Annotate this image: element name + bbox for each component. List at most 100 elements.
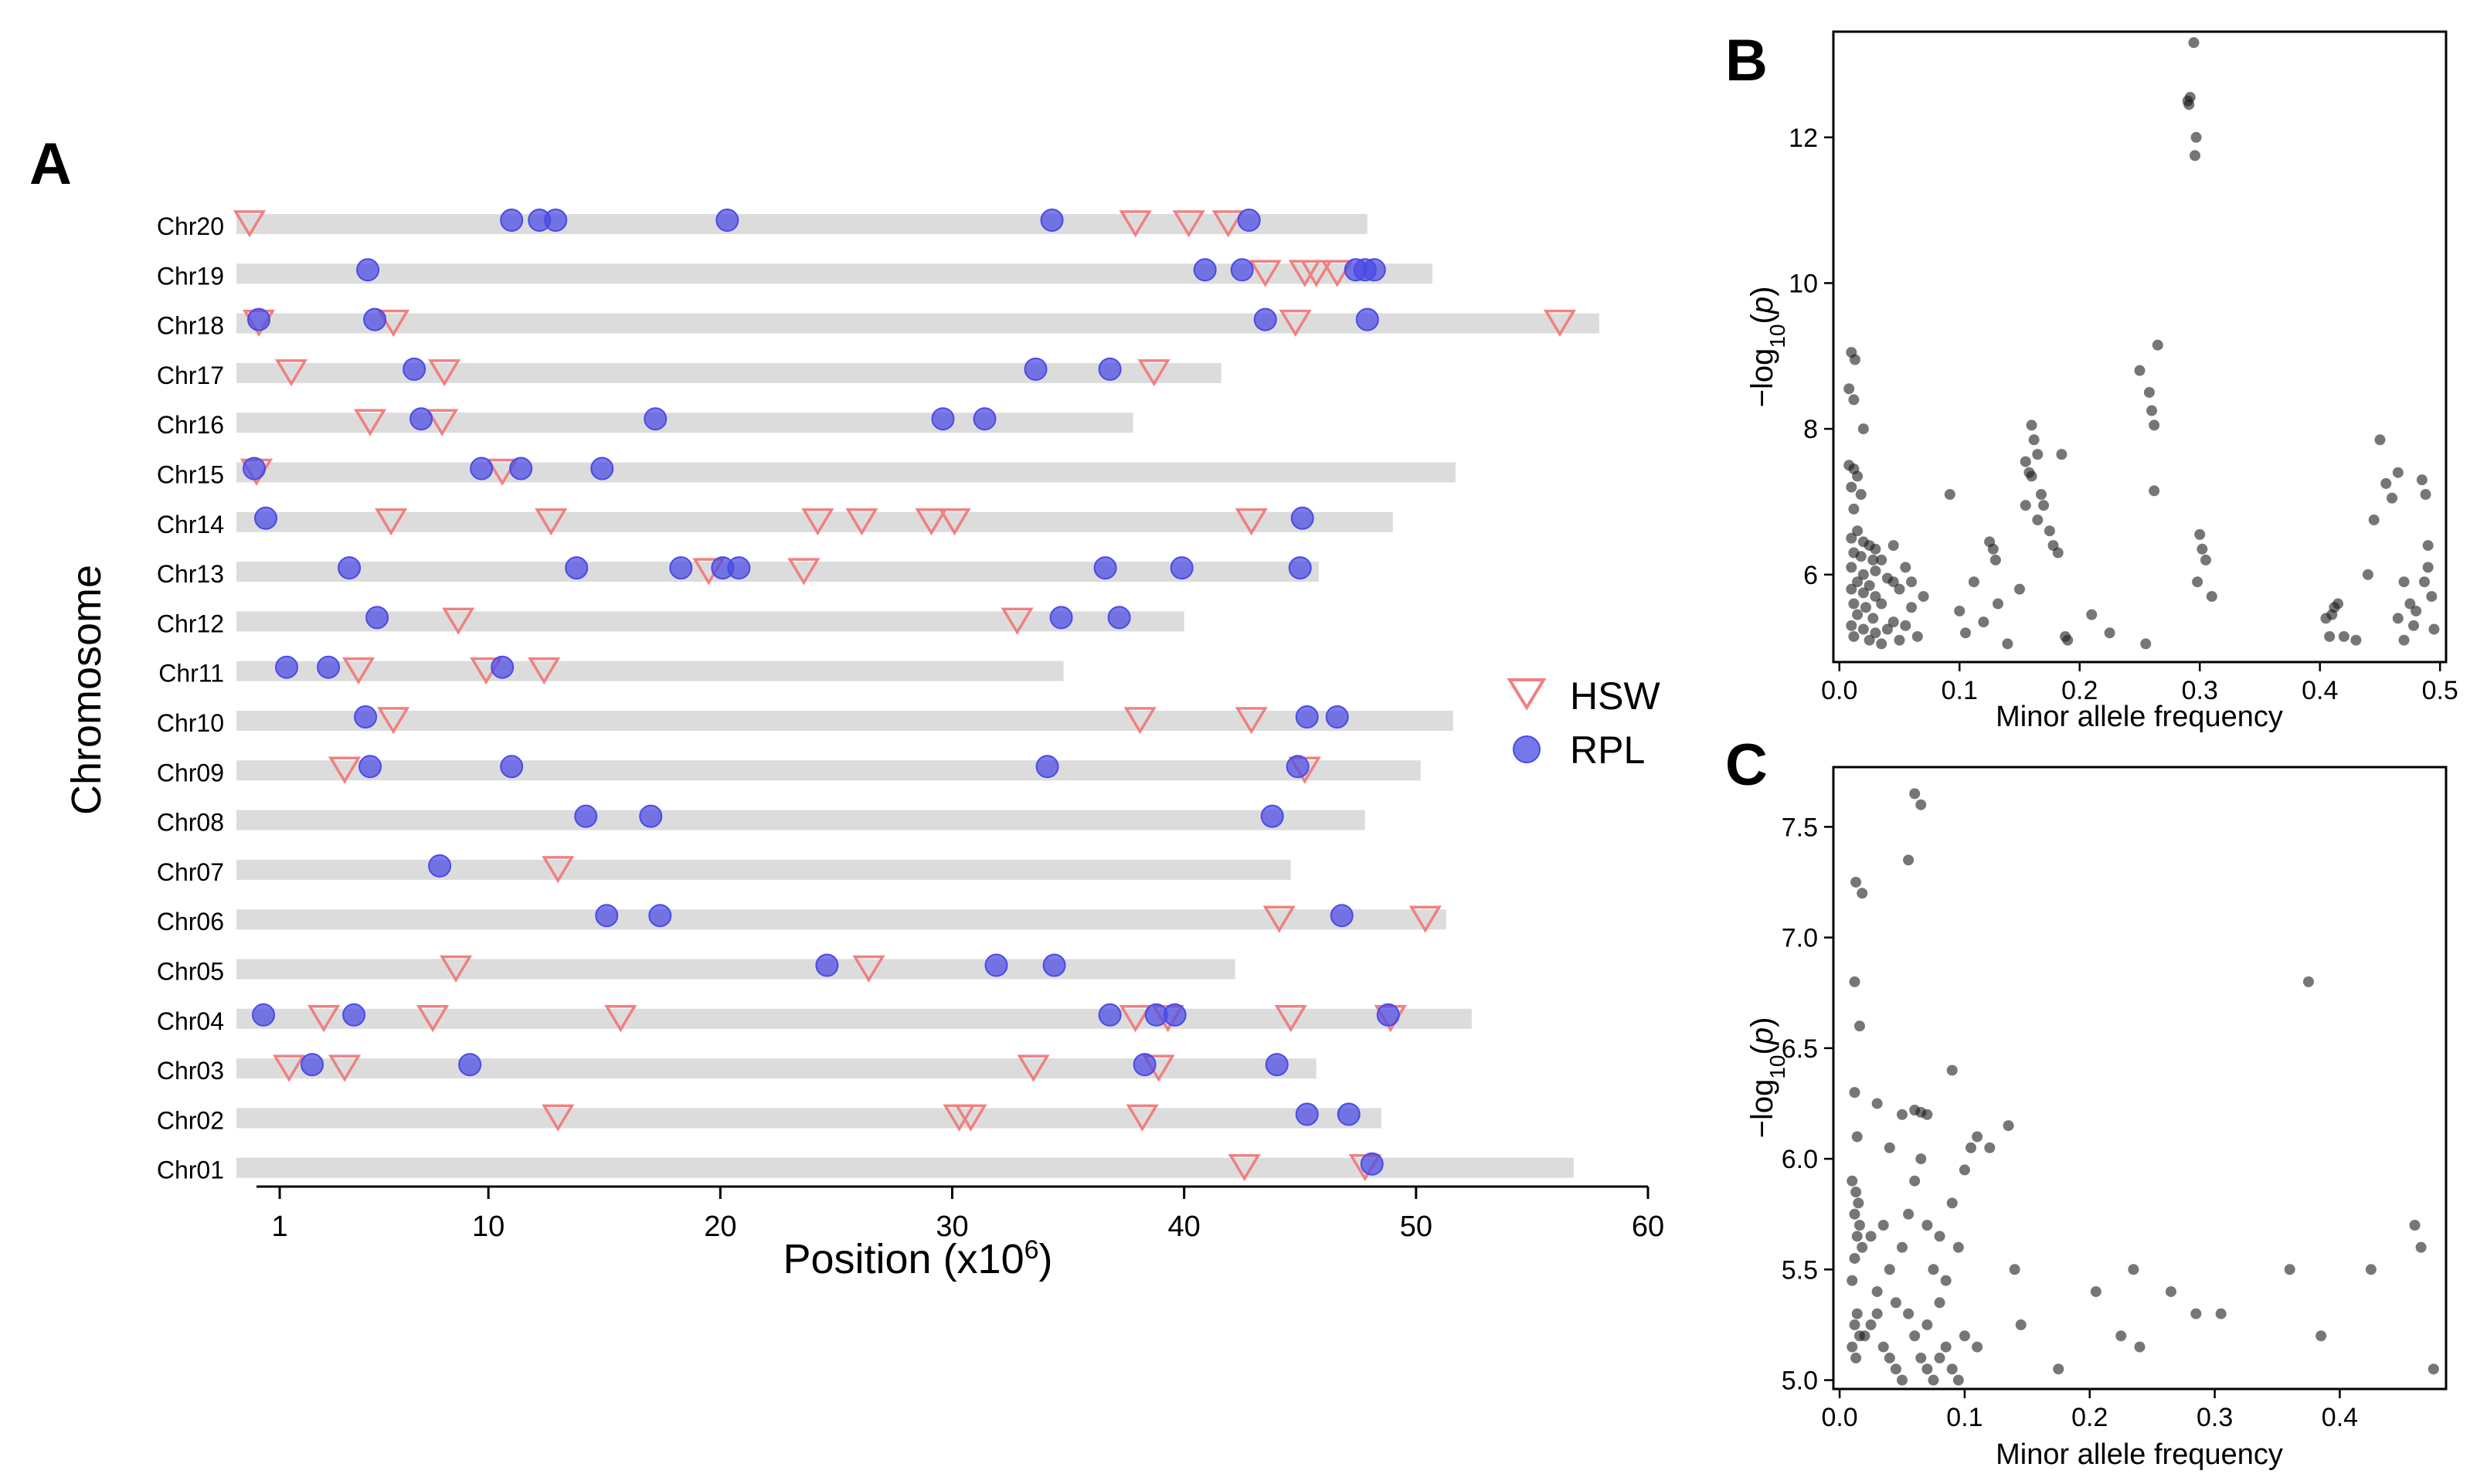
data-point: [2190, 150, 2201, 161]
chromosome-label: Chr14: [157, 511, 224, 538]
hsw-marker: [801, 508, 834, 536]
data-point: [2315, 1330, 2327, 1342]
data-point: [1853, 1220, 1865, 1231]
data-point: [2115, 1330, 2127, 1342]
chromosome-label: Chr16: [157, 411, 224, 439]
chromosome-label: Chr05: [157, 958, 224, 986]
data-point: [1849, 1087, 1860, 1099]
data-point: [1944, 489, 1955, 501]
data-point: [2194, 528, 2206, 540]
chromosome-bars: [236, 214, 1599, 1178]
data-point: [2409, 1220, 2421, 1231]
data-point: [2284, 1264, 2295, 1275]
data-point: [1887, 540, 1899, 552]
hsw-marker: [377, 309, 410, 338]
rpl-marker: [1265, 1053, 1289, 1077]
data-point: [2380, 477, 2392, 489]
rpl-marker: [1288, 556, 1312, 580]
data-point: [2020, 500, 2031, 511]
hsw-marker: [542, 1104, 575, 1132]
data-point: [1857, 423, 1869, 435]
panel-b-y-axis-label: −log10(p): [1745, 287, 1789, 408]
data-point: [2149, 419, 2160, 431]
rpl-marker: [301, 1053, 324, 1077]
chromosome-bar: [236, 711, 1453, 731]
rpl-marker: [409, 407, 433, 431]
rpl-marker: [1295, 705, 1319, 728]
data-point: [2404, 598, 2416, 610]
hsw-marker: [845, 508, 878, 536]
data-point: [1871, 1308, 1883, 1319]
rpl-marker: [1230, 258, 1254, 282]
data-point: [1897, 1109, 1908, 1120]
rpl-marker: [1360, 1152, 1384, 1176]
data-point: [2146, 405, 2158, 416]
data-point: [1928, 1264, 1939, 1275]
data-point: [2392, 613, 2404, 624]
data-point: [2426, 591, 2438, 603]
data-point: [2392, 467, 2404, 478]
chromosome-label: Chr09: [157, 759, 224, 786]
x-tick-label: 40: [1168, 1211, 1201, 1243]
data-point: [1952, 1241, 1964, 1253]
data-point: [2190, 131, 2202, 143]
data-point: [2190, 1308, 2202, 1319]
chromosome-label: Chr01: [157, 1156, 224, 1184]
data-point: [1846, 583, 1857, 595]
rpl-marker: [354, 705, 378, 728]
data-point: [1934, 1231, 1945, 1242]
chromosome-label: Chr03: [157, 1057, 224, 1085]
rpl-marker: [1093, 556, 1117, 580]
data-point: [1984, 1142, 1996, 1153]
rpl-marker: [491, 655, 515, 679]
chromosome-label: Chr07: [157, 858, 224, 886]
rpl-marker: [1376, 1003, 1400, 1027]
data-point: [2026, 419, 2037, 431]
panel-b-x-axis-label: Minor allele frequency: [1996, 701, 2283, 733]
data-point: [2140, 638, 2152, 650]
rpl-marker: [500, 209, 524, 232]
chromosome-label: Chr20: [157, 212, 224, 240]
data-point: [1877, 1220, 1889, 1231]
data-point: [1847, 1175, 1858, 1187]
panel-b-scatter-chart: B 0.0 0.1 0.2 0.3 0.4 0.5 6 8 10 12 Minor allele …: [1725, 28, 2458, 733]
data-point: [2032, 449, 2044, 460]
chromosome-bar: [236, 1108, 1381, 1129]
rpl-marker: [509, 457, 533, 481]
panel-c-frame: [1832, 766, 2448, 1391]
rpl-marker: [365, 606, 389, 630]
chromosome-bar: [236, 909, 1446, 930]
data-point: [2365, 1264, 2377, 1275]
rpl-marker: [973, 407, 997, 431]
rpl-marker: [565, 556, 589, 580]
hsw-marker: [1119, 1005, 1152, 1033]
data-point: [2428, 623, 2440, 635]
rpl-marker: [470, 457, 494, 481]
data-point: [1887, 576, 1899, 588]
data-point: [2200, 554, 2212, 565]
x-tick-label: 0.1: [1942, 676, 1978, 705]
chromosome-label: Chr13: [157, 560, 224, 588]
panel-b-axes: 0.0 0.1 0.2 0.3 0.4 0.5 6 8 10 12: [1789, 124, 2458, 705]
chromosome-label: Chr19: [157, 262, 224, 290]
data-point: [2415, 1241, 2427, 1253]
y-tick-label: 5.5: [1782, 1255, 1818, 1285]
data-point: [2302, 976, 2314, 987]
chromosome-bar: [236, 660, 1064, 681]
data-point: [1846, 620, 1857, 631]
data-point: [1852, 609, 1864, 620]
data-point: [1915, 1352, 1927, 1363]
hsw-marker: [1543, 309, 1577, 338]
hsw-marker: [328, 1054, 362, 1082]
data-point: [1860, 602, 1871, 613]
data-point: [2128, 1264, 2139, 1275]
data-point: [2422, 562, 2434, 573]
x-axis-ticks: 1 10 20 30 40 50 60: [271, 1187, 1664, 1243]
data-point: [1848, 503, 1860, 514]
rpl-marker: [639, 804, 663, 828]
data-point: [1921, 1363, 1933, 1375]
rpl-marker: [1330, 904, 1354, 928]
hsw-marker: [1017, 1054, 1050, 1082]
y-tick-label: 8: [1803, 415, 1818, 444]
data-point: [1965, 1142, 1977, 1153]
